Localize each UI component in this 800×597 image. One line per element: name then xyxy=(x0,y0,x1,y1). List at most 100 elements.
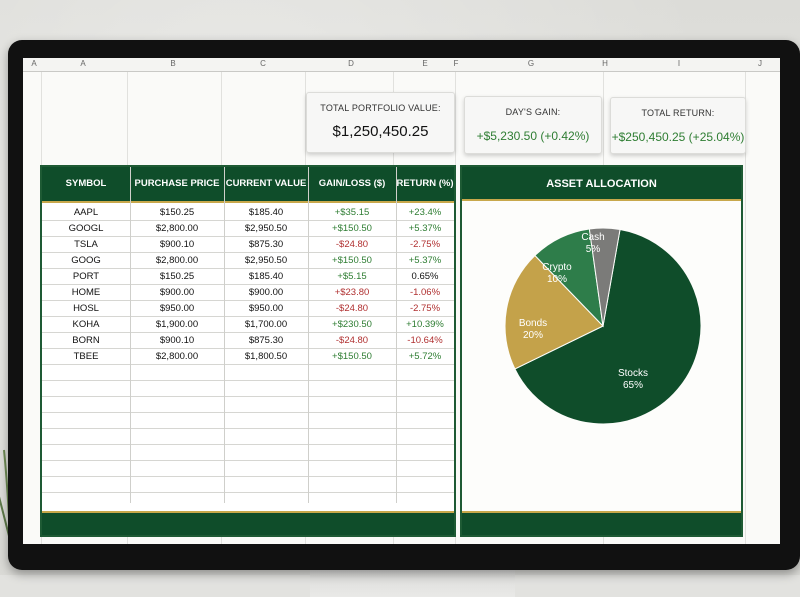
table-row[interactable]: GOOG $2,800.00 $2,950.50 +$150.50 +5.37% xyxy=(42,253,454,269)
empty-row[interactable] xyxy=(42,413,454,429)
cell-current[interactable]: $1,700.00 xyxy=(244,319,288,330)
kpi-total-portfolio[interactable]: TOTAL PORTFOLIO VALUE: $1,250,450.25 xyxy=(306,92,455,153)
pie-slice-stocks[interactable] xyxy=(514,228,702,425)
cell-current[interactable]: $1,800.50 xyxy=(244,351,288,362)
cell-purchase[interactable]: $2,800.00 xyxy=(155,255,199,266)
table-row[interactable]: HOSL $950.00 $950.00 -$24.80 -2.75% xyxy=(42,301,454,317)
empty-row[interactable] xyxy=(42,397,454,413)
column-header[interactable]: E xyxy=(422,59,428,68)
cell-symbol[interactable]: GOOGL xyxy=(68,223,104,234)
cell-purchase[interactable]: $900.00 xyxy=(159,287,195,298)
cell-purchase[interactable]: $2,800.00 xyxy=(155,223,199,234)
empty-row[interactable] xyxy=(42,429,454,445)
cell-current[interactable]: $900.00 xyxy=(248,287,284,298)
empty-row[interactable] xyxy=(42,445,454,461)
table-row[interactable]: AAPL $150.25 $185.40 +$35.15 +23.4% xyxy=(42,205,454,221)
grid-line xyxy=(745,72,746,544)
asset-allocation-panel: ASSET ALLOCATION Stocks 65% Bonds 20% Crypto… xyxy=(460,165,743,537)
cell-purchase[interactable]: $1,900.00 xyxy=(155,319,199,330)
header-symbol[interactable]: SYMBOL xyxy=(65,178,107,189)
cell-ret[interactable]: -2.75% xyxy=(409,239,441,250)
cell-symbol[interactable]: BORN xyxy=(72,335,100,346)
cell-symbol[interactable]: HOSL xyxy=(73,303,99,314)
column-header[interactable]: C xyxy=(260,59,266,68)
cell-ret[interactable]: +5.37% xyxy=(408,223,442,234)
cell-symbol[interactable]: GOOG xyxy=(71,255,101,266)
column-headers: A A B C D E F G H I J xyxy=(23,58,780,72)
table-row[interactable]: KOHA $1,900.00 $1,700.00 +$230.50 +10.39% xyxy=(42,317,454,333)
cell-gain[interactable]: +$150.50 xyxy=(332,223,372,234)
column-header[interactable]: G xyxy=(527,59,535,68)
cell-ret[interactable]: +5.37% xyxy=(408,255,442,266)
cell-gain[interactable]: +$35.15 xyxy=(334,207,370,218)
kpi-label: TOTAL PORTFOLIO VALUE: xyxy=(320,103,441,113)
table-row[interactable]: GOOGL $2,800.00 $2,950.50 +$150.50 +5.37% xyxy=(42,221,454,237)
cell-purchase[interactable]: $900.10 xyxy=(159,239,195,250)
empty-row[interactable] xyxy=(42,381,454,397)
cell-ret[interactable]: -2.75% xyxy=(409,303,441,314)
cell-current[interactable]: $2,950.50 xyxy=(244,255,288,266)
column-header[interactable]: I xyxy=(677,59,681,68)
header-current-value[interactable]: CURRENT VALUE xyxy=(225,178,307,189)
kpi-total-return[interactable]: TOTAL RETURN: +$250,450.25 (+25.04%) xyxy=(610,97,746,154)
table-header: SYMBOL PURCHASE PRICE CURRENT VALUE GAIN… xyxy=(42,167,454,203)
header-purchase-price[interactable]: PURCHASE PRICE xyxy=(134,178,220,189)
cell-symbol[interactable]: PORT xyxy=(72,271,100,282)
cell-ret[interactable]: +10.39% xyxy=(406,319,444,330)
cell-ret[interactable]: +23.4% xyxy=(408,207,442,218)
cell-purchase[interactable]: $950.00 xyxy=(159,303,195,314)
kpi-days-gain[interactable]: DAY'S GAIN: +$5,230.50 (+0.42%) xyxy=(464,96,602,154)
column-header[interactable]: A xyxy=(80,59,86,68)
cell-symbol[interactable]: KOHA xyxy=(72,319,100,330)
cell-ret[interactable]: -10.64% xyxy=(407,335,443,346)
table-row[interactable]: TBEE $2,800.00 $1,800.50 +$150.50 +5.72% xyxy=(42,349,454,365)
column-header[interactable]: A xyxy=(31,59,37,68)
table-row[interactable]: TSLA $900.10 $875.30 -$24.80 -2.75% xyxy=(42,237,454,253)
cell-ret[interactable]: -1.06% xyxy=(409,287,441,298)
column-header[interactable]: H xyxy=(602,59,608,68)
header-return[interactable]: RETURN (%) xyxy=(396,178,454,189)
pie-slice-cash[interactable] xyxy=(588,227,621,327)
cell-purchase[interactable]: $900.10 xyxy=(159,335,195,346)
cell-gain[interactable]: +$23.80 xyxy=(334,287,370,298)
empty-row[interactable] xyxy=(42,365,454,381)
spreadsheet-screen: A A B C D E F G H I J TOTAL PORTFOLIO VA… xyxy=(23,58,780,544)
pie-slice-bonds[interactable] xyxy=(504,254,604,370)
cell-gain[interactable]: -$24.80 xyxy=(335,335,369,346)
table-row[interactable]: PORT $150.25 $185.40 +$5.15 0.65% xyxy=(42,269,454,285)
cell-symbol[interactable]: TSLA xyxy=(74,239,98,250)
cell-gain[interactable]: -$24.80 xyxy=(335,303,369,314)
header-gain-loss[interactable]: GAIN/LOSS ($) xyxy=(318,178,386,189)
cell-current[interactable]: $2,950.50 xyxy=(244,223,288,234)
cell-current[interactable]: $185.40 xyxy=(248,207,284,218)
cell-current[interactable]: $950.00 xyxy=(248,303,284,314)
cell-gain[interactable]: -$24.80 xyxy=(335,239,369,250)
cell-current[interactable]: $875.30 xyxy=(248,335,284,346)
cell-current[interactable]: $875.30 xyxy=(248,239,284,250)
cell-gain[interactable]: +$230.50 xyxy=(332,319,372,330)
column-header[interactable]: B xyxy=(170,59,176,68)
cell-symbol[interactable]: AAPL xyxy=(73,207,99,218)
cell-purchase[interactable]: $150.25 xyxy=(159,207,195,218)
cell-gain[interactable]: +$150.50 xyxy=(332,255,372,266)
kpi-value: +$5,230.50 (+0.42%) xyxy=(476,129,590,143)
column-header[interactable]: D xyxy=(348,59,354,68)
cell-purchase[interactable]: $2,800.00 xyxy=(155,351,199,362)
column-header[interactable]: J xyxy=(758,59,762,68)
cell-ret[interactable]: 0.65% xyxy=(411,271,439,282)
cell-gain[interactable]: +$5.15 xyxy=(337,271,367,282)
table-row[interactable]: HOME $900.00 $900.00 +$23.80 -1.06% xyxy=(42,285,454,301)
pie-percent-cash: 5% xyxy=(586,244,601,255)
pie-percent-bonds: 20% xyxy=(523,330,543,341)
cell-current[interactable]: $185.40 xyxy=(248,271,284,282)
column-header[interactable]: F xyxy=(453,59,459,68)
table-row[interactable]: BORN $900.10 $875.30 -$24.80 -10.64% xyxy=(42,333,454,349)
empty-row[interactable] xyxy=(42,461,454,477)
empty-row[interactable] xyxy=(42,477,454,493)
cell-purchase[interactable]: $150.25 xyxy=(159,271,195,282)
holdings-table: SYMBOL PURCHASE PRICE CURRENT VALUE GAIN… xyxy=(40,165,456,537)
cell-ret[interactable]: +5.72% xyxy=(408,351,442,362)
cell-gain[interactable]: +$150.50 xyxy=(332,351,372,362)
cell-symbol[interactable]: TBEE xyxy=(73,351,99,362)
cell-symbol[interactable]: HOME xyxy=(71,287,101,298)
